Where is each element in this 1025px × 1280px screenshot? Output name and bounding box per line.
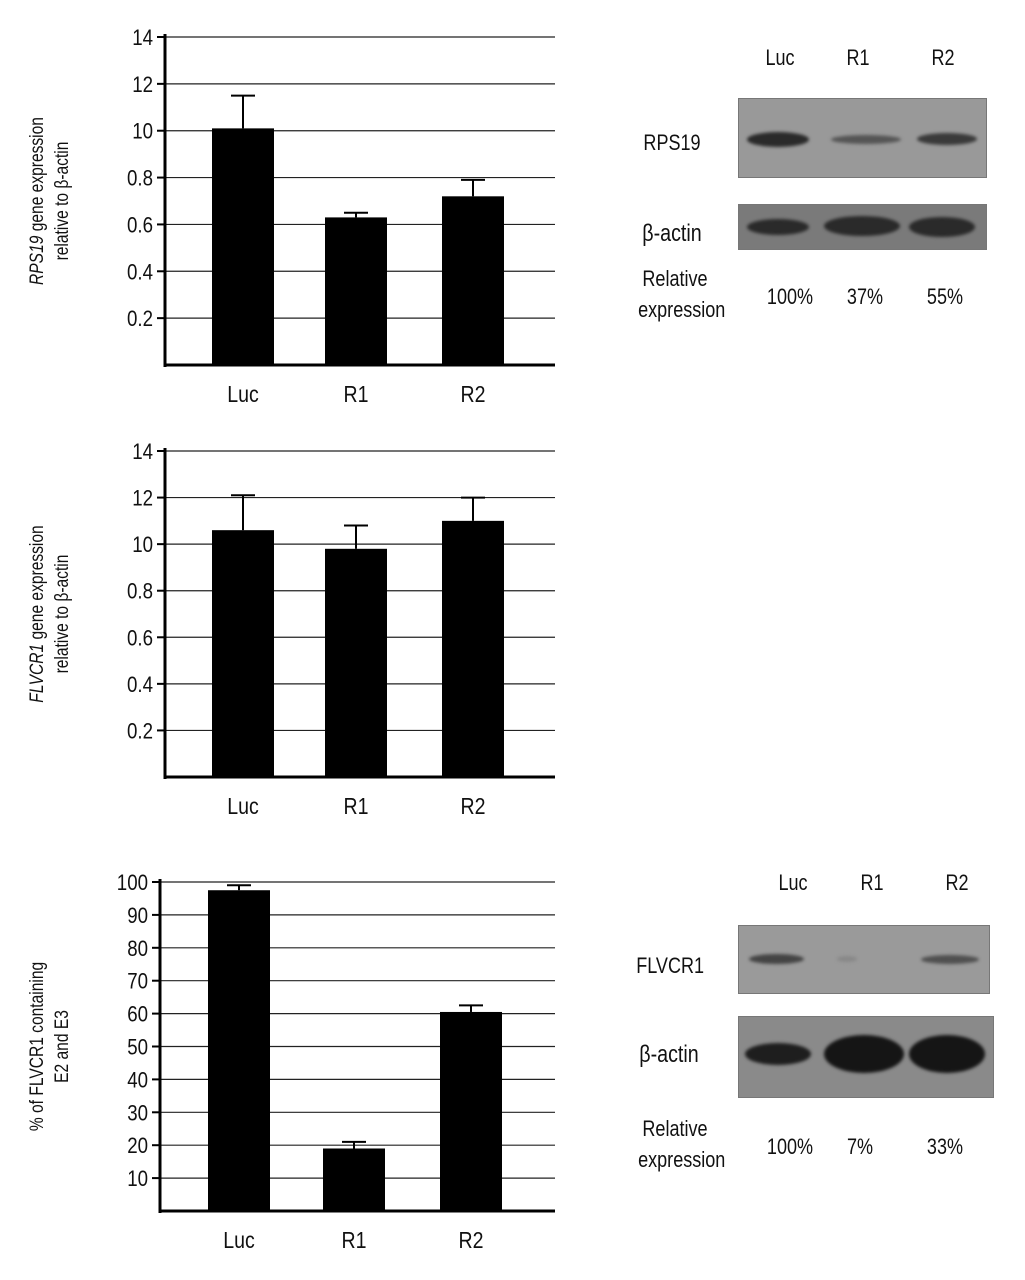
y-tick-label: 10 xyxy=(132,120,153,144)
bar-r2 xyxy=(442,196,504,365)
y-tick-label: 0.4 xyxy=(127,261,153,285)
target-label: RPS19 xyxy=(643,130,701,155)
y-tick-label: 90 xyxy=(127,905,148,929)
relative-label: Relative xyxy=(642,1116,708,1141)
flvcr1-exon-chart: 10 20 30 40 50 60 70 80 90 100 Luc R1 R2 % of FLVCR1 … xyxy=(26,872,555,1254)
relative-value: 37% xyxy=(846,284,884,309)
y-tick-label: 0.2 xyxy=(127,720,153,744)
y-tick-label: 0.2 xyxy=(127,308,153,332)
flvcr1-blot-image xyxy=(738,925,990,994)
y-tick-label: 10 xyxy=(132,534,153,558)
bar-r1 xyxy=(325,548,387,777)
x-tick-label: Luc xyxy=(227,794,259,820)
y-tick-label: 60 xyxy=(127,1003,148,1027)
relative-value: 33% xyxy=(926,1134,964,1159)
y-axis-label-line2: E2 and E3 xyxy=(51,1010,73,1083)
y-axis-label-gene: FLVCR1 xyxy=(26,644,48,703)
lane-label: Luc xyxy=(765,45,795,70)
bar-luc xyxy=(208,890,270,1211)
relative-value: 7% xyxy=(846,1134,874,1159)
flvcr1-expression-chart: 0.2 0.4 0.6 0.8 10 12 14 Luc R1 R2 FLVCR1 gene exp… xyxy=(26,441,555,820)
y-axis-label: FLVCR1 gene expression xyxy=(26,525,48,702)
y-axis-label-line2: relative to β-actin xyxy=(51,142,73,261)
x-tick-label: R2 xyxy=(461,382,486,408)
y-axis-label-text: gene expression xyxy=(26,117,48,236)
y-tick-label: 20 xyxy=(127,1135,148,1159)
y-tick-label: 50 xyxy=(127,1036,148,1060)
bar-luc xyxy=(212,128,274,365)
relative-value: 100% xyxy=(766,1134,814,1159)
bar-r1 xyxy=(325,217,387,365)
x-tick-label: Luc xyxy=(227,382,259,408)
y-axis-label-line2: relative to β-actin xyxy=(51,555,73,674)
y-axis-label: % of FLVCR1 containing xyxy=(26,962,48,1131)
x-tick-label: R2 xyxy=(461,794,486,820)
y-tick-label: 80 xyxy=(127,937,148,961)
lane-label: R1 xyxy=(846,45,870,70)
control-label: β-actin xyxy=(642,220,702,247)
y-tick-label: 40 xyxy=(127,1069,148,1093)
lane-label: R2 xyxy=(945,870,969,895)
actin-blot-image xyxy=(738,1016,994,1098)
lane-label: R2 xyxy=(931,45,955,70)
y-tick-label: 14 xyxy=(132,441,153,465)
y-tick-label: 0.4 xyxy=(127,674,153,698)
bar-r1 xyxy=(323,1148,385,1211)
y-axis-label-text: % of FLVCR1 containing xyxy=(26,962,48,1131)
target-label: FLVCR1 xyxy=(636,953,705,978)
y-tick-label: 12 xyxy=(132,487,153,511)
y-tick-label: 70 xyxy=(127,970,148,994)
y-tick-label: 10 xyxy=(127,1168,148,1192)
x-tick-label: Luc xyxy=(223,1228,255,1254)
y-tick-label: 0.8 xyxy=(127,580,153,604)
relative-label: expression xyxy=(638,297,726,322)
lane-label: Luc xyxy=(778,870,808,895)
bar-luc xyxy=(212,530,274,777)
rps19-expression-chart: 0.2 0.4 0.6 0.8 10 12 14 Luc R1 R2 RPS19 gene expr… xyxy=(26,27,555,408)
bar-r2 xyxy=(442,520,504,777)
relative-label: expression xyxy=(638,1147,726,1172)
bar-r2 xyxy=(440,1011,502,1211)
y-tick-label: 0.6 xyxy=(127,214,153,238)
y-tick-label: 30 xyxy=(127,1102,148,1126)
relative-value: 55% xyxy=(926,284,964,309)
y-axis-label: RPS19 gene expression xyxy=(26,117,48,285)
y-tick-label: 100 xyxy=(117,872,148,896)
relative-label: Relative xyxy=(642,266,708,291)
y-tick-label: 0.8 xyxy=(127,167,153,191)
y-tick-label: 12 xyxy=(132,74,153,98)
y-tick-label: 0.6 xyxy=(127,627,153,651)
x-tick-label: R1 xyxy=(344,794,369,820)
y-tick-label: 14 xyxy=(132,27,153,51)
y-axis-label-text: gene expression xyxy=(26,525,48,644)
rps19-blot-image xyxy=(738,98,987,178)
relative-value: 100% xyxy=(766,284,814,309)
actin-blot-image xyxy=(738,204,987,250)
y-axis-label-gene: RPS19 xyxy=(26,235,48,285)
lane-label: R1 xyxy=(860,870,884,895)
x-tick-label: R2 xyxy=(459,1228,484,1254)
x-tick-label: R1 xyxy=(344,382,369,408)
x-tick-label: R1 xyxy=(342,1228,367,1254)
control-label: β-actin xyxy=(639,1041,699,1068)
